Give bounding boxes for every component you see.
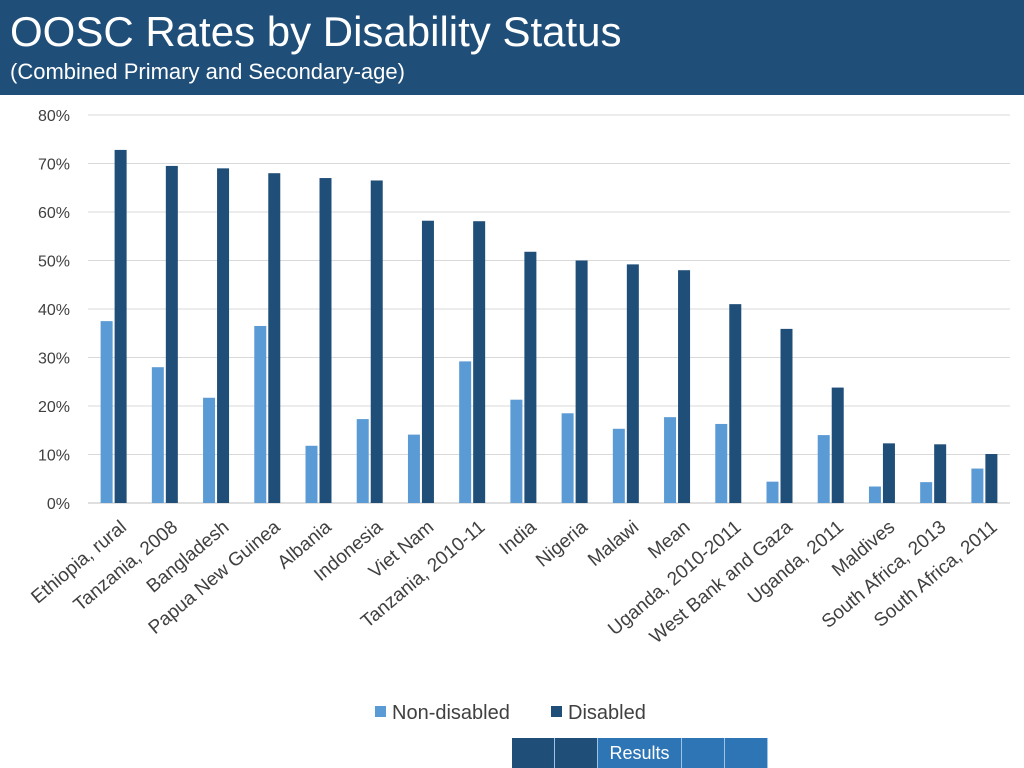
bar-non-disabled bbox=[715, 423, 728, 503]
bar-non-disabled bbox=[612, 428, 625, 503]
bar-chart: 0%10%20%30%40%50%60%70%80%Ethiopia, rura… bbox=[28, 108, 1010, 724]
y-tick-label: 10% bbox=[38, 448, 70, 465]
bar-non-disabled bbox=[459, 361, 472, 503]
nav-segment-results[interactable]: Results bbox=[598, 738, 682, 768]
bar-non-disabled bbox=[766, 481, 779, 503]
bar-disabled bbox=[473, 221, 486, 503]
y-tick-label: 30% bbox=[38, 351, 70, 368]
bar-disabled bbox=[626, 264, 639, 503]
bar-non-disabled bbox=[305, 445, 318, 503]
bar-disabled bbox=[421, 220, 434, 503]
header-banner: OOSC Rates by Disability Status (Combine… bbox=[0, 0, 1024, 95]
y-tick-label: 20% bbox=[38, 399, 70, 416]
nav-segment-5[interactable] bbox=[725, 738, 768, 768]
legend-swatch bbox=[375, 706, 386, 717]
y-tick-label: 70% bbox=[38, 157, 70, 174]
bar-non-disabled bbox=[356, 419, 369, 503]
bar-disabled bbox=[524, 251, 537, 503]
nav-segment-1[interactable] bbox=[512, 738, 555, 768]
y-tick-label: 80% bbox=[38, 108, 70, 125]
x-tick-label: Nigeria bbox=[532, 516, 592, 571]
legend-label: Non-disabled bbox=[392, 702, 510, 724]
bar-disabled bbox=[370, 180, 383, 503]
bar-disabled bbox=[165, 165, 178, 504]
bar-disabled bbox=[831, 387, 844, 503]
nav-segment-2[interactable] bbox=[555, 738, 598, 768]
bar-disabled bbox=[934, 444, 947, 503]
bar-disabled bbox=[575, 260, 588, 503]
y-tick-label: 40% bbox=[38, 302, 70, 319]
bar-non-disabled bbox=[817, 435, 830, 503]
nav-segment-4[interactable] bbox=[682, 738, 725, 768]
bar-non-disabled bbox=[254, 325, 267, 503]
bar-non-disabled bbox=[971, 468, 984, 503]
section-nav: Results bbox=[512, 738, 768, 768]
y-tick-label: 0% bbox=[47, 496, 70, 513]
x-tick-label: Malawi bbox=[584, 517, 643, 571]
bar-disabled bbox=[780, 328, 793, 503]
bar-disabled bbox=[217, 168, 230, 503]
bar-non-disabled bbox=[151, 367, 164, 503]
legend-swatch bbox=[551, 706, 562, 717]
bar-non-disabled bbox=[203, 397, 216, 503]
bar-disabled bbox=[882, 443, 895, 503]
bar-non-disabled bbox=[100, 321, 113, 503]
bar-disabled bbox=[319, 178, 332, 504]
bar-non-disabled bbox=[920, 482, 933, 503]
bar-non-disabled bbox=[868, 486, 881, 503]
bar-non-disabled bbox=[561, 413, 574, 503]
page-title: OOSC Rates by Disability Status bbox=[10, 8, 622, 55]
legend-label: Disabled bbox=[568, 702, 646, 724]
bar-non-disabled bbox=[664, 417, 677, 503]
bar-non-disabled bbox=[510, 399, 523, 503]
y-tick-label: 60% bbox=[38, 205, 70, 222]
bar-disabled bbox=[985, 454, 998, 503]
y-tick-label: 50% bbox=[38, 254, 70, 271]
bar-non-disabled bbox=[407, 434, 420, 503]
bar-disabled bbox=[114, 149, 127, 504]
bar-disabled bbox=[268, 173, 281, 503]
bar-disabled bbox=[729, 304, 742, 503]
page-subtitle: (Combined Primary and Secondary-age) bbox=[10, 59, 405, 84]
bar-disabled bbox=[678, 270, 691, 503]
